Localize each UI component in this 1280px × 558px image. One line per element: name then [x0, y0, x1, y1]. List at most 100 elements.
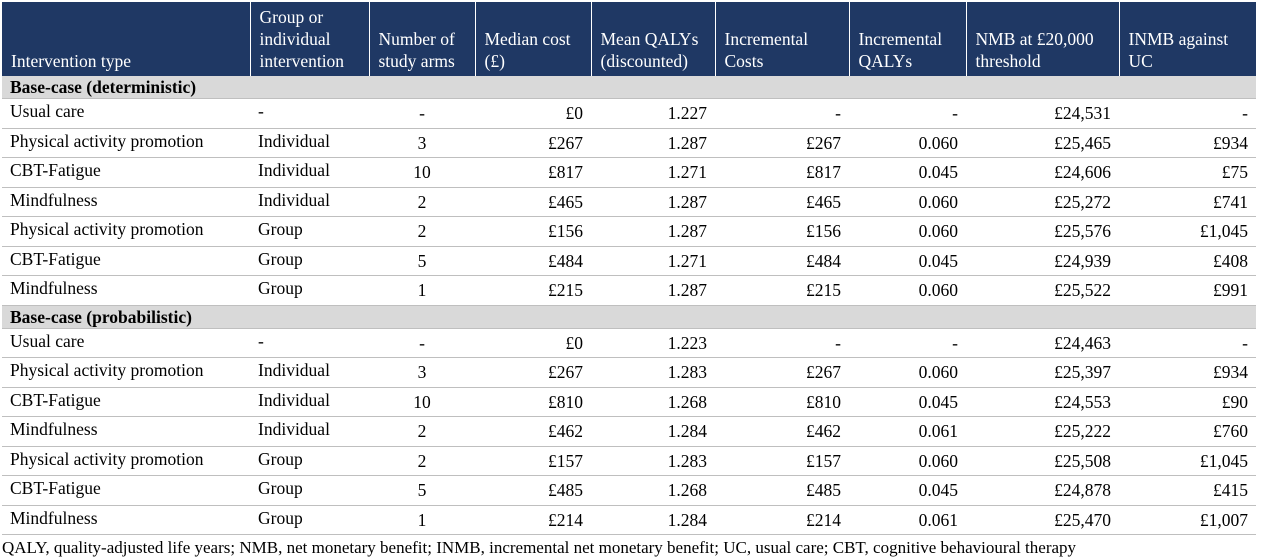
cell-mean-qalys: 1.284 [591, 416, 715, 447]
cell-intervention: CBT-Fatigue [2, 157, 250, 188]
cell-incremental-qalys: - [849, 98, 966, 129]
cell-mean-qalys: 1.268 [591, 387, 715, 417]
cell-delivery: Group [250, 505, 369, 535]
cell-delivery: Group [250, 446, 369, 476]
cell-delivery: Individual [250, 187, 369, 217]
header-group-or-individual: Group or individual intervention [250, 2, 370, 76]
section-title: Base-case (deterministic) [2, 76, 1256, 99]
cell-incremental-costs: £157 [715, 446, 849, 476]
cell-intervention: CBT-Fatigue [2, 475, 250, 506]
cell-mean-qalys: 1.287 [591, 216, 715, 247]
cell-study-arms: 5 [369, 475, 475, 506]
cell-incremental-costs: - [715, 98, 849, 129]
cell-inmb: - [1119, 98, 1256, 129]
cell-nmb: £25,272 [966, 187, 1119, 217]
cell-study-arms: 2 [369, 416, 475, 447]
cell-median-cost: £267 [475, 128, 591, 158]
header-inmb-against-uc: INMB against UC [1119, 2, 1256, 76]
table-footnote: QALY, quality-adjusted life years; NMB, … [2, 538, 1077, 557]
table-row: CBT-Fatigue Individual 10 £817 1.271 £817 0.04… [2, 157, 1256, 188]
cell-study-arms: - [369, 98, 475, 129]
cell-nmb: £25,470 [966, 505, 1119, 535]
cell-delivery: Group [250, 246, 369, 276]
cell-study-arms: 2 [369, 216, 475, 247]
cell-nmb: £25,465 [966, 128, 1119, 158]
cell-median-cost: £215 [475, 275, 591, 306]
cell-inmb: £408 [1119, 246, 1256, 276]
cell-delivery: Individual [250, 387, 369, 417]
cell-incremental-qalys: 0.045 [849, 157, 966, 188]
cell-incremental-costs: £810 [715, 387, 849, 417]
header-number-of-study-arms: Number of study arms [369, 2, 476, 76]
cell-inmb: £934 [1119, 128, 1256, 158]
cell-mean-qalys: 1.287 [591, 275, 715, 306]
cell-mean-qalys: 1.284 [591, 505, 715, 535]
cell-study-arms: 10 [369, 387, 475, 417]
header-row: Intervention type Group or individual in… [2, 2, 1256, 76]
cell-delivery: Group [250, 275, 369, 306]
header-nmb-threshold: NMB at £20,000 threshold [966, 2, 1120, 76]
cell-inmb: £1,045 [1119, 216, 1256, 247]
results-table: Intervention type Group or individual in… [2, 2, 1256, 535]
cell-median-cost: £157 [475, 446, 591, 476]
cell-incremental-costs: £485 [715, 475, 849, 506]
table-row: CBT-Fatigue Group 5 £485 1.268 £485 0.045 £24,8… [2, 475, 1256, 506]
cell-median-cost: £810 [475, 387, 591, 417]
cell-intervention: Mindfulness [2, 416, 250, 447]
cell-incremental-qalys: 0.045 [849, 475, 966, 506]
cell-mean-qalys: 1.287 [591, 128, 715, 158]
cell-mean-qalys: 1.271 [591, 157, 715, 188]
cell-study-arms: 1 [369, 505, 475, 535]
cell-inmb: £1,045 [1119, 446, 1256, 476]
cell-incremental-qalys: 0.060 [849, 275, 966, 306]
cell-inmb: £90 [1119, 387, 1256, 417]
table-row: Mindfulness Individual 2 £462 1.284 £462 0.061… [2, 416, 1256, 447]
cell-study-arms: 10 [369, 157, 475, 188]
cell-delivery: Group [250, 475, 369, 506]
cell-incremental-costs: £215 [715, 275, 849, 306]
cell-incremental-qalys: 0.060 [849, 128, 966, 158]
cell-median-cost: £465 [475, 187, 591, 217]
table-row: Usual care - - £0 1.227- - £24,531- [2, 98, 1256, 129]
cell-incremental-qalys: 0.060 [849, 446, 966, 476]
cell-delivery: Individual [250, 157, 369, 188]
cell-incremental-qalys: 0.060 [849, 357, 966, 388]
cell-median-cost: £267 [475, 357, 591, 388]
cell-intervention: Mindfulness [2, 275, 250, 306]
cell-nmb: £25,222 [966, 416, 1119, 447]
cell-incremental-costs: £484 [715, 246, 849, 276]
cell-mean-qalys: 1.287 [591, 187, 715, 217]
header-mean-qalys: Mean QALYs (discounted) [591, 2, 716, 76]
cell-median-cost: £462 [475, 416, 591, 447]
table-row: Physical activity promotion Group 2 £156 1.2… [2, 216, 1256, 247]
table-row: Mindfulness Group 1 £215 1.287 £215 0.060 £25,5… [2, 275, 1256, 306]
table-body: Base-case (deterministic) Usual care - - £0 1… [2, 76, 1256, 535]
section-header-row: Base-case (probabilistic) [2, 305, 1256, 329]
cell-inmb: £415 [1119, 475, 1256, 506]
cell-inmb: £760 [1119, 416, 1256, 447]
cell-incremental-costs: £462 [715, 416, 849, 447]
cell-median-cost: £214 [475, 505, 591, 535]
cell-incremental-costs: £214 [715, 505, 849, 535]
cell-intervention: Usual care [2, 98, 250, 129]
table-row: Mindfulness Individual 2 £465 1.287 £465 0.060… [2, 187, 1256, 217]
cell-nmb: £24,606 [966, 157, 1119, 188]
cell-intervention: Mindfulness [2, 187, 250, 217]
cell-median-cost: £0 [475, 328, 591, 358]
cell-inmb: £934 [1119, 357, 1256, 388]
cell-median-cost: £484 [475, 246, 591, 276]
header-median-cost: Median cost (£) [475, 2, 592, 76]
cell-delivery: Group [250, 216, 369, 247]
cell-nmb: £25,397 [966, 357, 1119, 388]
cell-nmb: £24,939 [966, 246, 1119, 276]
cell-mean-qalys: 1.283 [591, 446, 715, 476]
table-row: CBT-Fatigue Group 5 £484 1.271 £484 0.045 £24,9… [2, 246, 1256, 276]
cell-nmb: £25,508 [966, 446, 1119, 476]
cell-study-arms: - [369, 328, 475, 358]
cell-inmb: £75 [1119, 157, 1256, 188]
cell-incremental-qalys: - [849, 328, 966, 358]
cell-mean-qalys: 1.283 [591, 357, 715, 388]
cell-nmb: £24,878 [966, 475, 1119, 506]
cell-incremental-qalys: 0.060 [849, 187, 966, 217]
section-title: Base-case (probabilistic) [2, 305, 1256, 329]
